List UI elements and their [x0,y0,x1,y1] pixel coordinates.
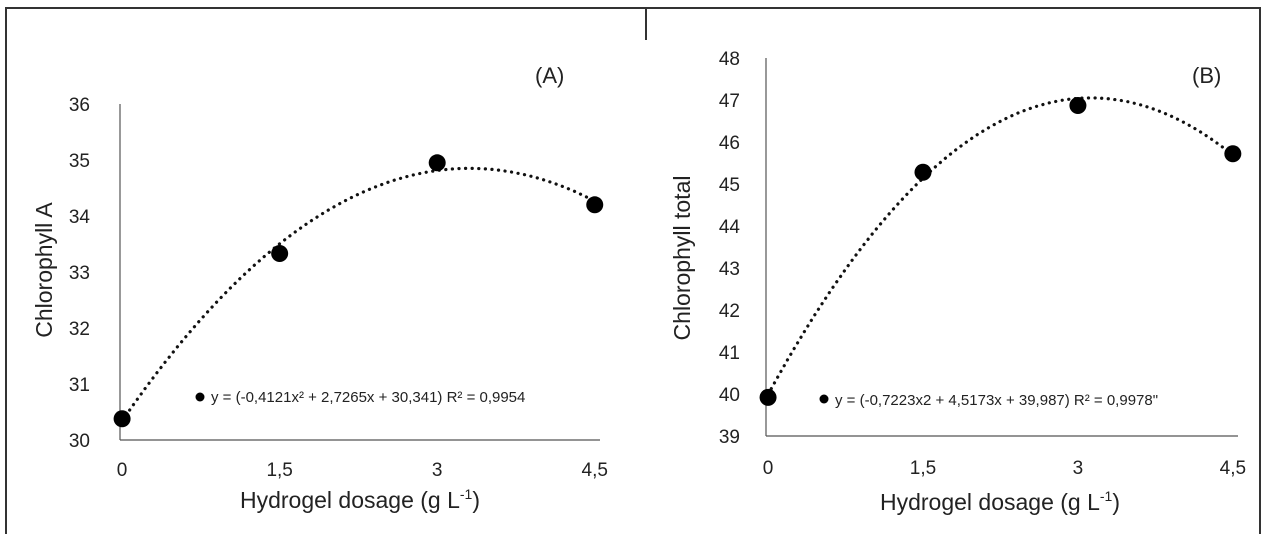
y-tick-label: 42 [719,301,740,322]
equation-marker [819,394,829,404]
y-tick-label: 34 [69,207,91,228]
x-tick-label: 4,5 [1220,458,1246,479]
data-point [1069,96,1087,114]
data-point [759,388,777,406]
x-tick-label: 3 [1073,458,1084,479]
trendline-equation: y = (-0,4121x² + 2,7265x + 30,341) R² = … [211,389,525,406]
y-tick-label: 47 [719,91,740,112]
y-axis-title: Chlorophyll total [669,176,695,341]
x-axis-title: Hydrogel dosage (g L-1) [880,488,1120,515]
y-tick-label: 41 [719,343,740,364]
y-tick-label: 46 [719,133,740,154]
x-axis-title: Hydrogel dosage (g L-1) [240,486,480,513]
y-tick-label: 44 [719,217,741,238]
y-ticks: 39 40 41 42 43 44 45 46 47 48 [719,49,741,448]
data-point [428,154,446,172]
x-ticks: 0 1,5 3 4,5 [117,460,608,481]
y-tick-label: 35 [69,151,90,172]
y-tick-label: 45 [719,175,740,196]
data-point [586,196,604,214]
y-tick-label: 33 [69,263,90,284]
x-tick-label: 1,5 [266,460,292,481]
equation-marker [195,392,205,402]
panel-label: (A) [535,63,564,88]
x-tick-label: 0 [763,458,774,479]
panel-label: (B) [1192,63,1221,88]
data-points [759,96,1242,406]
x-tick-label: 0 [117,460,128,481]
y-tick-label: 30 [69,431,90,452]
x-ticks: 0 1,5 3 4,5 [763,458,1246,479]
data-point [271,245,289,263]
figure-frame [5,7,1261,534]
y-tick-label: 39 [719,427,740,448]
y-tick-label: 43 [719,259,740,280]
y-tick-label: 32 [69,319,90,340]
data-points [113,154,604,428]
data-point [914,163,932,181]
chart-panel-a: (A) Chlorophyll A Hydrogel dosage (g L-1… [31,63,608,513]
y-axis-title: Chlorophyll A [31,202,57,338]
chart-panel-b: (B) Chlorophyll total Hydrogel dosage (g… [669,49,1246,515]
data-point [1224,145,1242,163]
data-point [113,410,131,428]
y-tick-label: 36 [69,95,90,116]
x-axis-title-sup: -1 [460,486,473,502]
x-tick-label: 3 [432,460,443,481]
x-tick-label: 4,5 [582,460,608,481]
y-tick-label: 48 [719,49,740,70]
trendline [766,96,1235,397]
x-axis-title-sup: -1 [1100,488,1113,504]
trendline [120,166,597,423]
trendline-equation: y = (-0,7223x2 + 4,5173x + 39,987) R² = … [835,392,1158,409]
x-tick-label: 1,5 [910,458,936,479]
y-tick-label: 40 [719,385,740,406]
y-tick-label: 31 [69,375,90,396]
y-ticks: 30 31 32 33 34 35 36 [69,95,91,452]
